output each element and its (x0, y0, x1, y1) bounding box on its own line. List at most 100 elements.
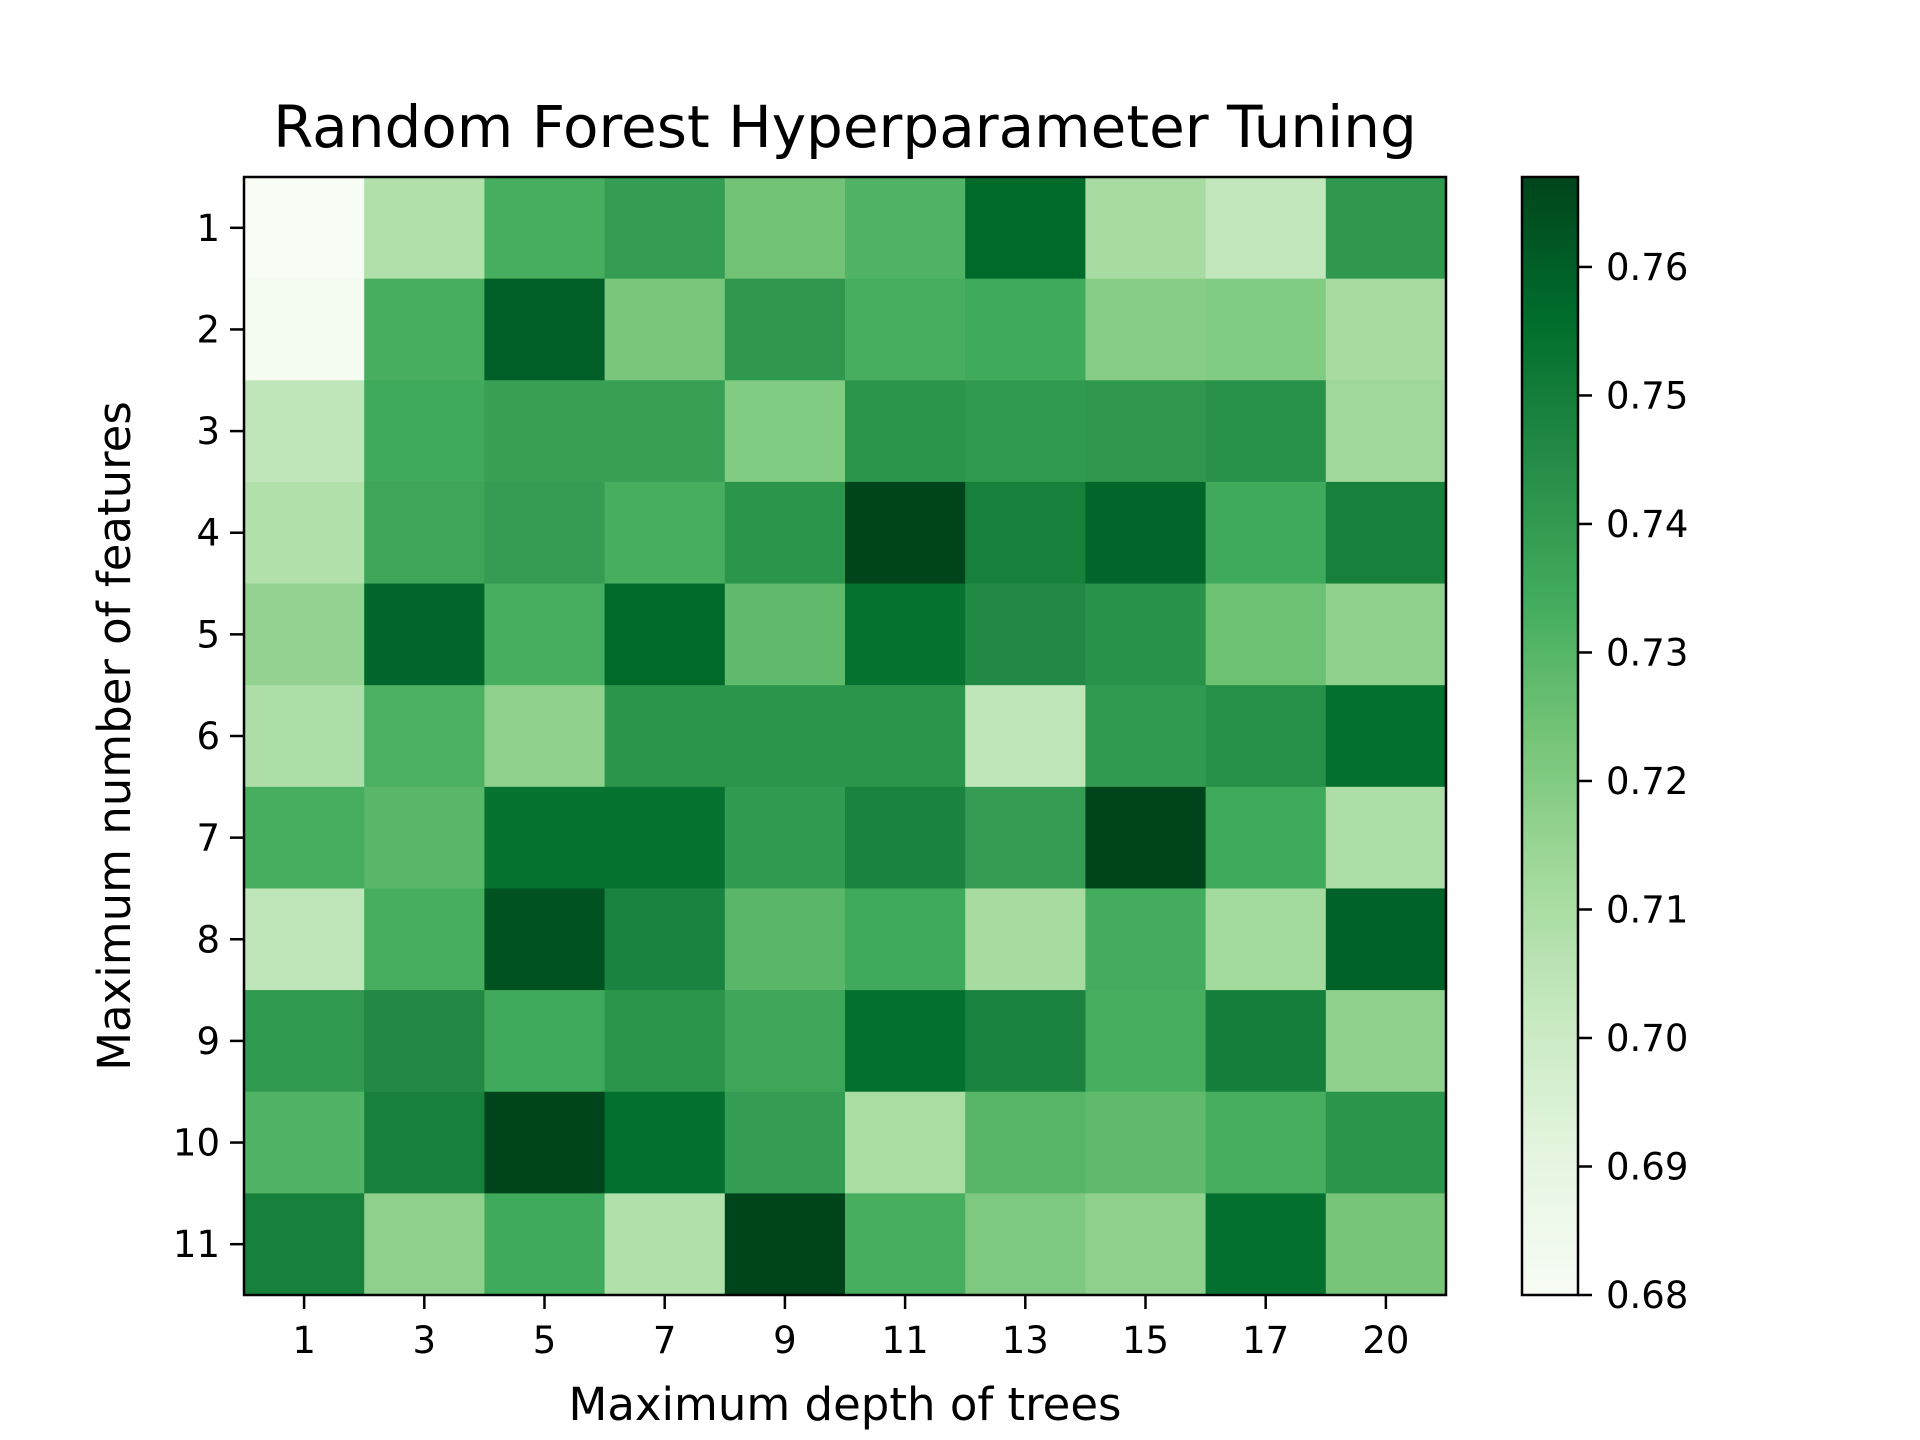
heatmap-cell (724, 1193, 846, 1296)
heatmap-cell (1325, 1091, 1447, 1194)
x-tick-label: 20 (1362, 1319, 1409, 1362)
heatmap-cell (1325, 380, 1447, 483)
y-tick-label: 4 (196, 512, 220, 555)
heatmap-cell (845, 177, 966, 280)
heatmap-cell (724, 177, 846, 280)
heatmap-cell (364, 1193, 485, 1296)
heatmap-cell (1205, 685, 1327, 788)
y-tick-label: 1 (196, 207, 220, 250)
heatmap-cell (484, 380, 606, 483)
heatmap-cell (845, 1193, 966, 1296)
colorbar-tick-label: 0.68 (1606, 1274, 1688, 1317)
y-axis-ticks: 1 2 3 4 5 6 7 8 9 10 11 (173, 207, 244, 1266)
heatmap-cell (244, 1091, 365, 1194)
heatmap-cell (1205, 278, 1327, 381)
heatmap-cell (484, 1193, 606, 1296)
heatmap-cell (484, 685, 606, 788)
heatmap-cell (1205, 1193, 1327, 1296)
heatmap-cell (965, 278, 1086, 381)
heatmap-cell (845, 583, 966, 686)
heatmap-cell (965, 1091, 1086, 1194)
colorbar-tick-label: 0.74 (1606, 503, 1688, 546)
heatmap-cell (724, 380, 846, 483)
heatmap-cell (724, 786, 846, 890)
heatmap-cell (965, 888, 1086, 991)
heatmap-cell (604, 177, 726, 280)
y-tick-label: 3 (196, 410, 220, 453)
heatmap-cell (724, 1091, 846, 1194)
x-tick-label: 7 (653, 1319, 677, 1362)
heatmap-cell (845, 685, 966, 788)
heatmap-cell (364, 583, 485, 686)
heatmap-cell (484, 786, 606, 890)
y-tick-label: 5 (196, 613, 220, 656)
heatmap-cell (244, 278, 365, 381)
heatmap-cell (1205, 1091, 1327, 1194)
heatmap-cell (484, 888, 606, 991)
heatmap-cell (364, 278, 485, 381)
heatmap-cells (244, 177, 1447, 1296)
heatmap-cell (604, 1193, 726, 1296)
heatmap-cell (244, 1193, 365, 1296)
heatmap-cell (364, 888, 485, 991)
y-tick-label: 11 (173, 1223, 220, 1266)
heatmap-cell (965, 685, 1086, 788)
heatmap-cell (1325, 990, 1447, 1093)
heatmap-cell (604, 481, 726, 585)
colorbar-tick-label: 0.69 (1606, 1145, 1688, 1188)
heatmap-cell (724, 990, 846, 1093)
x-axis-label: Maximum depth of trees (569, 1378, 1122, 1431)
heatmap-cell (604, 380, 726, 483)
heatmap-cell (364, 1091, 485, 1194)
colorbar (1520, 175, 1580, 1297)
colorbar-tick-label: 0.71 (1606, 888, 1688, 931)
heatmap-cell (1205, 888, 1327, 991)
heatmap-cell (1205, 177, 1327, 280)
x-tick-label: 5 (533, 1319, 557, 1362)
x-tick-label: 1 (292, 1319, 316, 1362)
y-tick-label: 8 (196, 918, 220, 961)
heatmap-cell (364, 990, 485, 1093)
heatmap-cell (244, 990, 365, 1093)
heatmap-cell (364, 380, 485, 483)
heatmap-cell (364, 481, 485, 585)
heatmap-cell (1325, 177, 1447, 280)
heatmap-cell (604, 990, 726, 1093)
y-tick-label: 7 (196, 817, 220, 860)
heatmap-cell (604, 685, 726, 788)
colorbar-tick-label: 0.70 (1606, 1017, 1688, 1060)
heatmap-cell (1205, 786, 1327, 890)
heatmap-cell (845, 278, 966, 381)
heatmap-cell (845, 1091, 966, 1194)
heatmap-cell (1205, 481, 1327, 585)
chart-title: Random Forest Hyperparameter Tuning (273, 93, 1417, 161)
y-tick-label: 10 (173, 1122, 220, 1165)
heatmap-cell (1085, 177, 1207, 280)
heatmap-cell (484, 1091, 606, 1194)
heatmap-cell (1085, 481, 1207, 585)
x-axis-ticks: 1 3 5 7 9 11 13 15 17 20 (292, 1295, 1409, 1362)
x-tick-label: 11 (882, 1319, 929, 1362)
colorbar-tick-label: 0.72 (1606, 760, 1688, 803)
heatmap-cell (724, 583, 846, 686)
heatmap-cell (1325, 481, 1447, 585)
heatmap-cell (965, 990, 1086, 1093)
x-tick-label: 3 (413, 1319, 437, 1362)
heatmap-cell (1085, 888, 1207, 991)
heatmap-cell (724, 481, 846, 585)
y-tick-label: 6 (196, 715, 220, 758)
heatmap-cell (845, 380, 966, 483)
heatmap-cell (1085, 990, 1207, 1093)
heatmap-cell (724, 278, 846, 381)
heatmap-cell (1325, 888, 1447, 991)
heatmap-cell (1085, 583, 1207, 686)
heatmap-cell (244, 481, 365, 585)
heatmap-cell (1205, 990, 1327, 1093)
heatmap-cell (244, 685, 365, 788)
x-tick-label: 17 (1242, 1319, 1289, 1362)
y-tick-label: 2 (196, 308, 220, 351)
heatmap-cell (724, 685, 846, 788)
heatmap-cell (1325, 1193, 1447, 1296)
heatmap-cell (604, 786, 726, 890)
